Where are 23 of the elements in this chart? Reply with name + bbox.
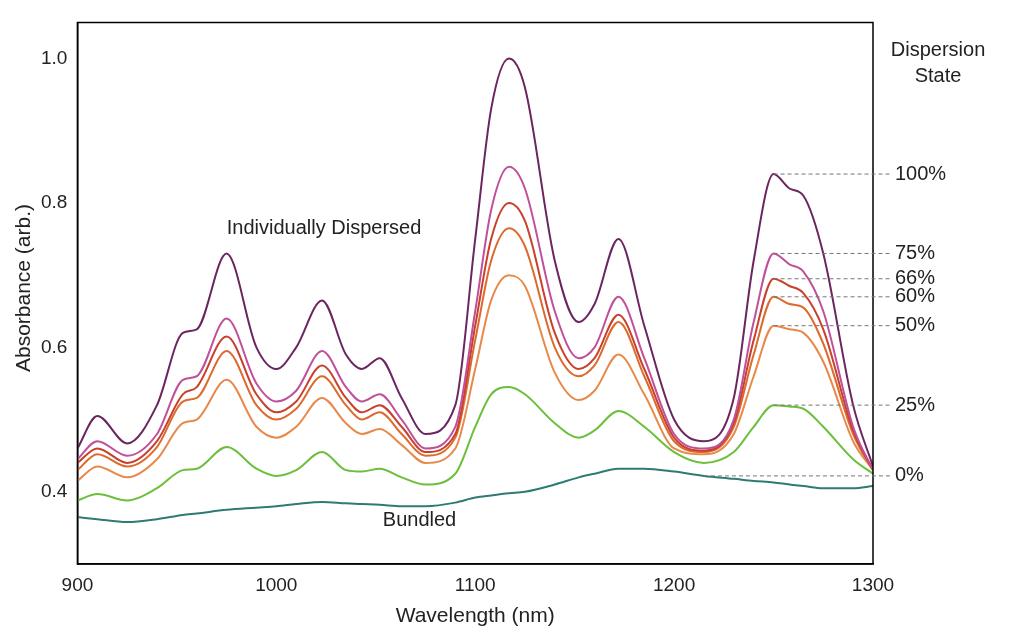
x-axis-title: Wavelength (nm) [395,603,555,627]
line-series [77,386,873,502]
x-tick-label: 1000 [255,573,298,595]
y-tick-label: 1.0 [40,46,68,68]
annotation: Bundled [382,508,457,531]
y-axis-title: Absorbance (arb.) [11,203,34,373]
text: 25% [895,392,936,415]
line-series [77,274,873,482]
text: 50% [895,313,936,336]
x-tick-label: 1200 [652,573,696,595]
text: 100% [895,161,947,184]
y-tick-label: 0.4 [40,480,68,502]
x-tick-label: 1300 [851,573,895,595]
annotation: Individually Dispersed [226,215,422,238]
legend-title: Dispersion State [890,37,986,86]
y-tick-label: 0.8 [40,191,68,213]
series-label: 0% [895,463,925,486]
line-series [77,57,873,468]
x-tick-label: 900 [61,573,94,595]
text: 75% [895,241,936,263]
x-tick-label: 1100 [454,573,496,595]
y-tick-label: 0.6 [40,335,68,357]
line-series [77,467,873,524]
